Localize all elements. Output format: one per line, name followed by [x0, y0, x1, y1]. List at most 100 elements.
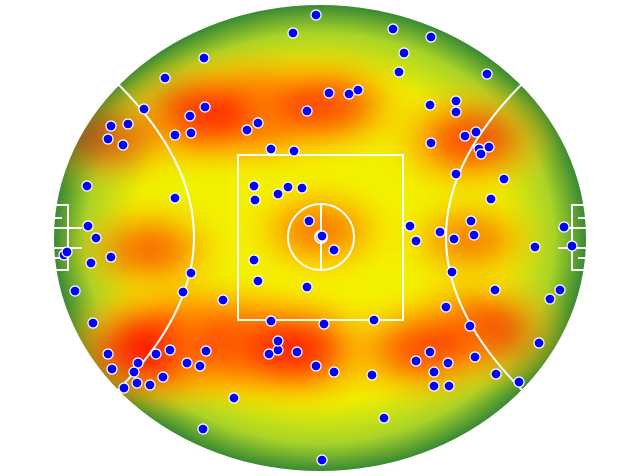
player-dot[interactable]	[566, 240, 578, 252]
player-dot[interactable]	[228, 392, 240, 404]
player-dot[interactable]	[185, 127, 197, 139]
player-dot[interactable]	[318, 318, 330, 330]
player-dot[interactable]	[61, 246, 73, 258]
player-dot[interactable]	[310, 9, 322, 21]
player-dot[interactable]	[440, 301, 452, 313]
player-dot[interactable]	[106, 363, 118, 375]
player-dot[interactable]	[102, 133, 114, 145]
player-dot[interactable]	[529, 241, 541, 253]
player-dot[interactable]	[470, 126, 482, 138]
player-dot[interactable]	[81, 180, 93, 192]
player-dot[interactable]	[291, 346, 303, 358]
player-dot[interactable]	[301, 281, 313, 293]
player-dot[interactable]	[184, 110, 196, 122]
player-dot[interactable]	[105, 251, 117, 263]
player-dot[interactable]	[398, 47, 410, 59]
player-dot[interactable]	[465, 215, 477, 227]
player-dot[interactable]	[90, 232, 102, 244]
player-dot[interactable]	[424, 99, 436, 111]
player-dot[interactable]	[69, 285, 81, 297]
player-dot[interactable]	[248, 180, 260, 192]
player-dot[interactable]	[200, 345, 212, 357]
player-dot[interactable]	[513, 376, 525, 388]
player-dot[interactable]	[122, 118, 134, 130]
player-dot[interactable]	[459, 130, 471, 142]
player-dot[interactable]	[425, 31, 437, 43]
player-dot[interactable]	[558, 221, 570, 233]
player-dot[interactable]	[169, 192, 181, 204]
player-dot[interactable]	[248, 254, 260, 266]
player-dot[interactable]	[131, 377, 143, 389]
player-dot[interactable]	[194, 360, 206, 372]
player-dot[interactable]	[448, 233, 460, 245]
player-dot[interactable]	[287, 27, 299, 39]
player-dot[interactable]	[428, 366, 440, 378]
player-dot[interactable]	[498, 173, 510, 185]
player-dot[interactable]	[533, 337, 545, 349]
player-dot[interactable]	[366, 369, 378, 381]
player-dot[interactable]	[252, 275, 264, 287]
player-dot[interactable]	[301, 105, 313, 117]
player-dot[interactable]	[410, 235, 422, 247]
player-dot[interactable]	[310, 360, 322, 372]
player-dot[interactable]	[490, 368, 502, 380]
player-dot[interactable]	[378, 412, 390, 424]
player-dot[interactable]	[428, 380, 440, 392]
player-dot[interactable]	[118, 382, 130, 394]
player-dot[interactable]	[138, 103, 150, 115]
player-dot[interactable]	[393, 66, 405, 78]
player-dot[interactable]	[249, 194, 261, 206]
player-dot[interactable]	[404, 220, 416, 232]
player-dot[interactable]	[387, 23, 399, 35]
player-dot[interactable]	[82, 220, 94, 232]
player-dot[interactable]	[554, 284, 566, 296]
player-dot[interactable]	[282, 181, 294, 193]
player-dot[interactable]	[150, 348, 162, 360]
player-dot[interactable]	[241, 124, 253, 136]
player-dot[interactable]	[328, 244, 340, 256]
player-dot[interactable]	[169, 129, 181, 141]
player-dot[interactable]	[132, 357, 144, 369]
player-dot[interactable]	[185, 267, 197, 279]
player-dot[interactable]	[475, 148, 487, 160]
player-dot[interactable]	[446, 266, 458, 278]
player-dot[interactable]	[485, 193, 497, 205]
player-dot[interactable]	[144, 379, 156, 391]
player-dot[interactable]	[450, 168, 462, 180]
player-dot[interactable]	[181, 357, 193, 369]
player-dot[interactable]	[443, 380, 455, 392]
player-dot[interactable]	[489, 284, 501, 296]
player-dot[interactable]	[199, 101, 211, 113]
player-dot[interactable]	[303, 215, 315, 227]
player-dot[interactable]	[164, 344, 176, 356]
player-dot[interactable]	[128, 366, 140, 378]
player-dot[interactable]	[328, 366, 340, 378]
player-dot[interactable]	[434, 226, 446, 238]
player-dot[interactable]	[316, 454, 328, 466]
player-dot[interactable]	[468, 229, 480, 241]
player-dot[interactable]	[464, 320, 476, 332]
player-dot[interactable]	[252, 117, 264, 129]
player-dot[interactable]	[177, 286, 189, 298]
player-dot[interactable]	[450, 95, 462, 107]
player-dot[interactable]	[263, 348, 275, 360]
player-dot[interactable]	[425, 137, 437, 149]
player-dot[interactable]	[481, 68, 493, 80]
player-dot[interactable]	[197, 423, 209, 435]
player-dot[interactable]	[159, 72, 171, 84]
player-dot[interactable]	[217, 294, 229, 306]
player-dot[interactable]	[483, 141, 495, 153]
player-dot[interactable]	[117, 139, 129, 151]
player-dot[interactable]	[157, 371, 169, 383]
player-dot[interactable]	[105, 120, 117, 132]
player-dot[interactable]	[410, 355, 422, 367]
player-dot[interactable]	[296, 182, 308, 194]
player-dot[interactable]	[288, 145, 300, 157]
player-dot[interactable]	[265, 143, 277, 155]
player-dot[interactable]	[198, 52, 210, 64]
player-dot[interactable]	[450, 106, 462, 118]
player-dot[interactable]	[323, 87, 335, 99]
player-dot[interactable]	[544, 293, 556, 305]
player-dot[interactable]	[352, 84, 364, 96]
player-dot[interactable]	[316, 230, 328, 242]
